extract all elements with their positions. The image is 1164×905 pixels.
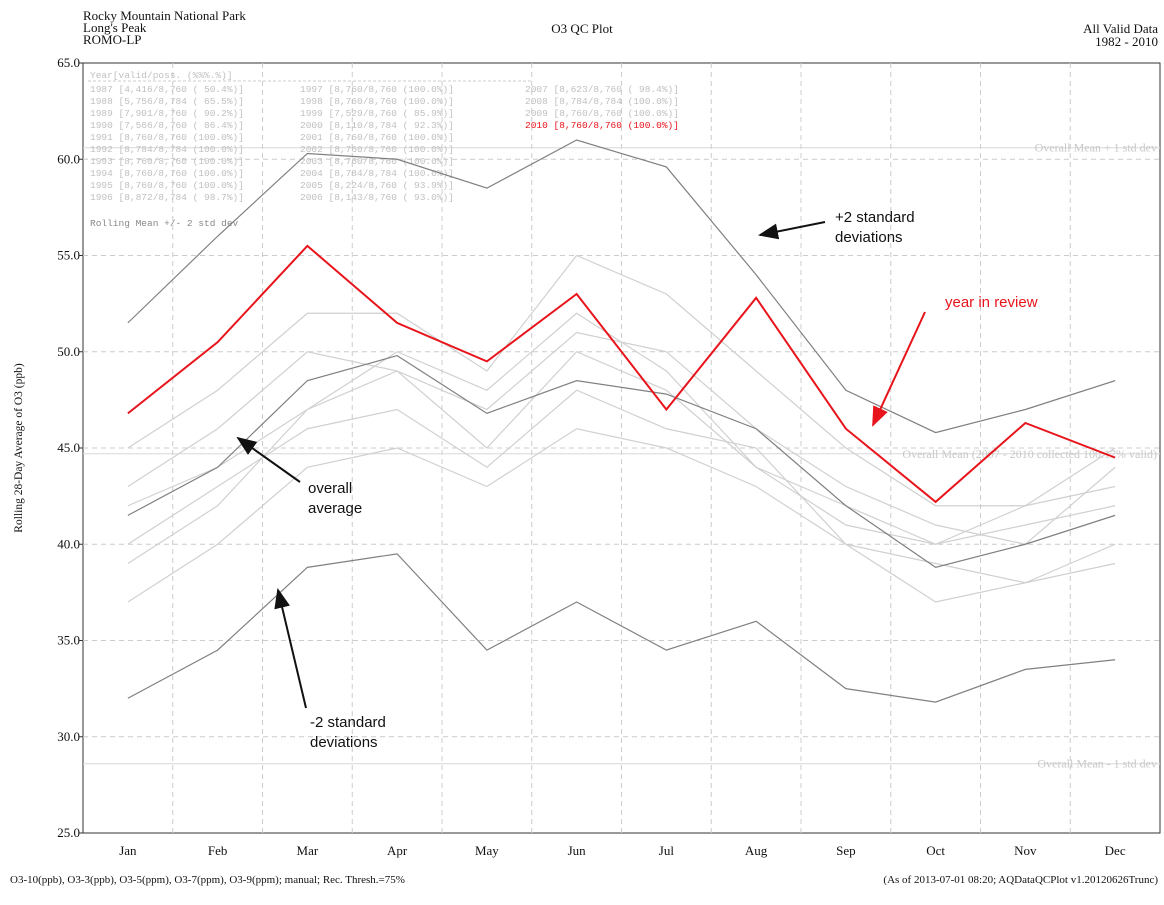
annotation: +2 standard: [835, 209, 915, 226]
header-left: Long's Peak: [83, 20, 147, 35]
annotation: -2 standard: [310, 714, 386, 731]
legend-entry: 1997 [8,760/8,760 (100.0%)]: [300, 84, 454, 95]
annotation-arrow: [758, 221, 826, 240]
y-tick-label: 30.0: [57, 729, 80, 744]
legend-entry: 1998 [8,760/8,760 (100.0%)]: [300, 96, 454, 107]
legend-entry: 1994 [8,760/8,760 (100.0%)]: [90, 168, 244, 179]
header-left: ROMO-LP: [83, 32, 142, 47]
footer-left: O3-10(ppb), O3-3(ppb), O3-5(ppm), O3-7(p…: [10, 874, 405, 886]
x-tick-label: Jun: [568, 843, 587, 858]
reference-label: Overall Mean + 1 std dev: [1035, 141, 1157, 155]
annotation-arrow: [872, 311, 926, 427]
series-line: [127, 428, 1116, 603]
legend-entry: 1995 [8,760/8,760 (100.0%)]: [90, 180, 244, 191]
annotation: year in review: [945, 294, 1038, 311]
x-tick-label: Sep: [836, 843, 856, 858]
legend-entry: 1996 [8,872/8,784 ( 98.7%)]: [90, 192, 244, 203]
legend-entry: 1989 [7,901/8,760 ( 90.2%)]: [90, 108, 244, 119]
legend-entry: 2007 [8,623/8,760 ( 98.4%)]: [525, 84, 679, 95]
series-line: [127, 354, 1116, 568]
series-line: [127, 553, 1116, 703]
x-tick-label: Oct: [926, 843, 945, 858]
reference-label: Overall Mean - 1 std dev: [1037, 757, 1157, 771]
y-tick-label: 40.0: [57, 536, 80, 551]
legend-entry: 1999 [7,529/8,760 ( 85.9%)]: [300, 108, 454, 119]
y-axis-label: Rolling 28-Day Average of O3 (ppb): [13, 363, 25, 533]
annotation: overall: [308, 480, 352, 497]
x-tick-label: Apr: [387, 843, 408, 858]
legend-entry: 2006 [8,143/8,760 ( 93.0%)]: [300, 192, 454, 203]
legend-entry: 2003 [8,760/8,760 (100.0%)]: [300, 156, 454, 167]
legend-entry: 2008 [8,784/8,784 (100.0%)]: [525, 96, 679, 107]
series-line: [127, 139, 1116, 434]
x-tick-label: May: [475, 843, 499, 858]
y-tick-label: 45.0: [57, 440, 80, 455]
legend-entry: 2005 [8,224/8,760 ( 93.9%)]: [300, 180, 454, 191]
legend-entry: 2001 [8,760/8,760 (100.0%)]: [300, 132, 454, 143]
legend-entry: 1990 [7,566/8,760 ( 86.4%)]: [90, 120, 244, 131]
y-tick-label: 65.0: [57, 55, 80, 70]
series-line: [127, 254, 1116, 507]
series-line: [127, 351, 1116, 545]
header-left: Rocky Mountain National Park: [83, 8, 246, 23]
legend-entry: 2010 [8,760/8,760 (100.0%)]: [525, 120, 679, 131]
x-tick-label: Jan: [119, 843, 137, 858]
header-right: All Valid Data: [1083, 21, 1158, 36]
annotation-arrow: [274, 588, 307, 709]
legend-entry: 1993 [8,760/8,760 (100.0%)]: [90, 156, 244, 167]
y-tick-label: 50.0: [57, 344, 80, 359]
legend-entry: 2000 [8,110/8,784 ( 92.3%)]: [300, 120, 454, 131]
legend-entry: 1988 [5,756/8,784 ( 65.5%)]: [90, 96, 244, 107]
legend-entry: 2009 [8,760/8,760 (100.0%)]: [525, 108, 679, 119]
legend-note: Rolling Mean +/- 2 std dev: [90, 218, 239, 229]
legend-entry: 1987 [4,416/8,760 ( 50.4%)]: [90, 84, 244, 95]
annotation: deviations: [310, 734, 378, 751]
legend-entry: 2002 [8,760/8,760 (100.0%)]: [300, 144, 454, 155]
series-line: [127, 312, 1116, 545]
y-tick-label: 25.0: [57, 825, 80, 840]
footer-right: (As of 2013-07-01 08:20; AQDataQCPlot v1…: [883, 874, 1158, 886]
chart-title: O3 QC Plot: [551, 21, 613, 36]
x-tick-label: Aug: [745, 843, 768, 858]
y-tick-label: 55.0: [57, 248, 80, 263]
legend-entry: 2004 [8,784/8,784 (100.0%)]: [300, 168, 454, 179]
x-tick-label: Feb: [208, 843, 228, 858]
legend-title: Year[valid/poss. (%%%.%)]: [90, 70, 233, 81]
annotation-arrow: [236, 436, 301, 483]
y-tick-label: 60.0: [57, 151, 80, 166]
x-tick-label: Dec: [1105, 843, 1126, 858]
series-line: [127, 389, 1116, 603]
y-tick-label: 35.0: [57, 633, 80, 648]
legend-entry: 1991 [8,760/8,760 (100.0%)]: [90, 132, 244, 143]
x-tick-label: Nov: [1014, 843, 1037, 858]
x-tick-label: Mar: [297, 843, 319, 858]
legend-entry: 1992 [8,784/8,784 (100.0%)]: [90, 144, 244, 155]
annotation: deviations: [835, 229, 903, 246]
reference-label: Overall Mean (2007 - 2010 collected 100.…: [902, 447, 1157, 461]
series-line: [127, 244, 1116, 504]
x-tick-label: Jul: [659, 843, 675, 858]
header-right: 1982 - 2010: [1095, 34, 1158, 49]
annotation: average: [308, 500, 362, 517]
